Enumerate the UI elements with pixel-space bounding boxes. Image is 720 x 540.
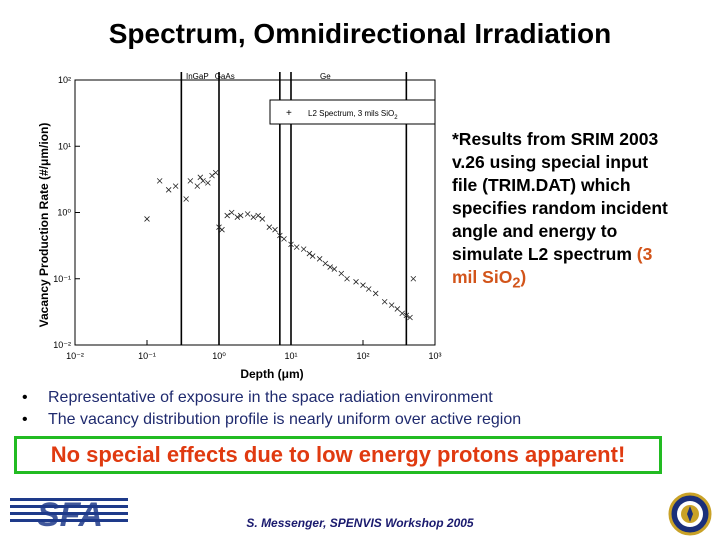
note-highlight-mid: mil — [452, 267, 483, 287]
data-point — [205, 180, 211, 186]
data-point — [183, 196, 189, 202]
data-point — [281, 236, 287, 242]
results-note: *Results from SRIM 2003 v.26 using speci… — [452, 128, 712, 296]
sfa-logo-text: SFA — [37, 496, 103, 532]
data-point — [300, 246, 307, 252]
note-highlight: (3 — [636, 244, 653, 264]
y-tick-label: 10¹ — [58, 141, 71, 151]
x-tick-label: 10⁻² — [66, 351, 84, 361]
data-point — [403, 312, 410, 319]
data-point — [407, 314, 413, 321]
layer-label: Ge — [320, 72, 331, 81]
data-point — [399, 310, 405, 317]
y-tick-label: 10⁻² — [53, 340, 71, 350]
bullet-item: • Representative of exposure in the space… — [22, 387, 521, 409]
note-line: file (TRIM.DAT) which — [452, 175, 631, 195]
data-point — [228, 209, 235, 216]
data-point — [197, 174, 204, 181]
data-point — [234, 214, 241, 220]
data-point — [237, 212, 244, 219]
note-line: *Results from SRIM 2003 — [452, 129, 659, 149]
data-point — [331, 266, 338, 272]
bullet-text: The vacancy distribution profile is near… — [48, 411, 522, 428]
data-point — [372, 290, 379, 297]
bullet-item: • The vacancy distribution profile is nea… — [22, 409, 521, 431]
x-tick-label: 10⁰ — [212, 351, 226, 361]
x-tick-label: 10² — [356, 351, 369, 361]
note-highlight-sub: 2 — [512, 275, 521, 292]
data-point — [365, 286, 372, 292]
note-line: v.26 using special input — [452, 152, 649, 172]
note-highlight-line: mil SiO2) — [452, 266, 712, 296]
data-point — [381, 298, 388, 305]
data-point — [388, 302, 395, 308]
legend-label: L2 Spectrum, 3 mils SiO2 — [308, 109, 398, 121]
layer-label: GaAs — [215, 72, 235, 81]
data-point — [309, 253, 316, 259]
x-tick-label: 10⁻¹ — [138, 351, 156, 361]
data-point — [322, 260, 329, 267]
bullet-dot: • — [22, 411, 28, 428]
note-text: simulate L2 spectrum — [452, 244, 637, 264]
chart-legend: + L2 Spectrum, 3 mils SiO2 — [269, 99, 436, 125]
data-point — [266, 224, 273, 230]
legend-marker: + — [286, 108, 292, 119]
note-highlight-sio: SiO — [482, 267, 513, 287]
data-point — [277, 232, 283, 239]
data-point — [219, 226, 225, 233]
data-point — [293, 244, 300, 250]
bullet-text: Representative of exposure in the space … — [48, 389, 493, 406]
note-line: simulate L2 spectrum (3 — [452, 243, 712, 266]
data-point — [200, 178, 206, 184]
x-tick-label: 10³ — [428, 351, 441, 361]
data-point — [259, 216, 266, 222]
y-tick-label: 10⁻¹ — [53, 274, 71, 284]
scatter-chart: InGaP GaAs Ge 10⁻² 10⁻¹ 10⁰ 10¹ 10² 10³ 10⁻² 10⁻¹… — [37, 72, 442, 381]
data-point — [209, 172, 215, 179]
data-point — [410, 275, 417, 282]
data-point — [144, 216, 150, 222]
note-highlight-close: ) — [520, 267, 527, 287]
data-point — [212, 169, 219, 176]
data-point — [255, 212, 261, 219]
data-point — [394, 306, 401, 312]
note-line: specifies random incident — [452, 198, 668, 218]
data-point — [360, 282, 366, 288]
note-line: angle and energy to — [452, 221, 618, 241]
data-point — [250, 214, 257, 220]
y-tick-label: 10² — [58, 75, 71, 85]
data-point — [316, 256, 323, 262]
data-point — [306, 250, 313, 257]
conclusion-box: No special effects due to low energy pro… — [14, 436, 662, 474]
bullet-dot: • — [22, 389, 28, 406]
data-point — [338, 270, 345, 277]
navy-seal-icon — [668, 492, 712, 536]
sfa-logo: SFA — [10, 496, 128, 532]
legend-box — [269, 99, 436, 125]
data-point — [288, 241, 294, 248]
data-point — [327, 264, 333, 270]
data-points — [144, 169, 417, 321]
data-point — [353, 278, 359, 285]
data-point — [224, 212, 230, 219]
layer-labels: InGaP GaAs Ge — [186, 72, 331, 81]
layer-label: InGaP — [186, 72, 209, 81]
data-point — [156, 178, 163, 184]
axis-ticks: 10⁻² 10⁻¹ 10⁰ 10¹ 10² 10³ 10⁻² 10⁻¹ 10⁰ 10¹ 10² — [53, 75, 441, 361]
data-point — [187, 178, 194, 184]
y-tick-label: 10⁰ — [57, 208, 71, 218]
slide-title: Spectrum, Omnidirectional Irradiation — [108, 18, 612, 49]
data-point — [194, 183, 201, 189]
data-point — [172, 183, 179, 189]
data-point — [165, 187, 172, 193]
x-tick-label: 10¹ — [284, 351, 297, 361]
data-point — [344, 275, 350, 282]
footer-credit: S. Messenger, SPENVIS Workshop 2005 — [246, 516, 474, 530]
bullet-list: • Representative of exposure in the space… — [22, 387, 521, 431]
data-point — [244, 211, 251, 217]
x-axis-label: Depth (μm) — [240, 367, 303, 381]
y-axis-label: Vacancy Production Rate (#/μm/ion) — [37, 123, 51, 328]
sfa-logo-stripes — [10, 498, 128, 522]
data-point — [272, 226, 278, 233]
